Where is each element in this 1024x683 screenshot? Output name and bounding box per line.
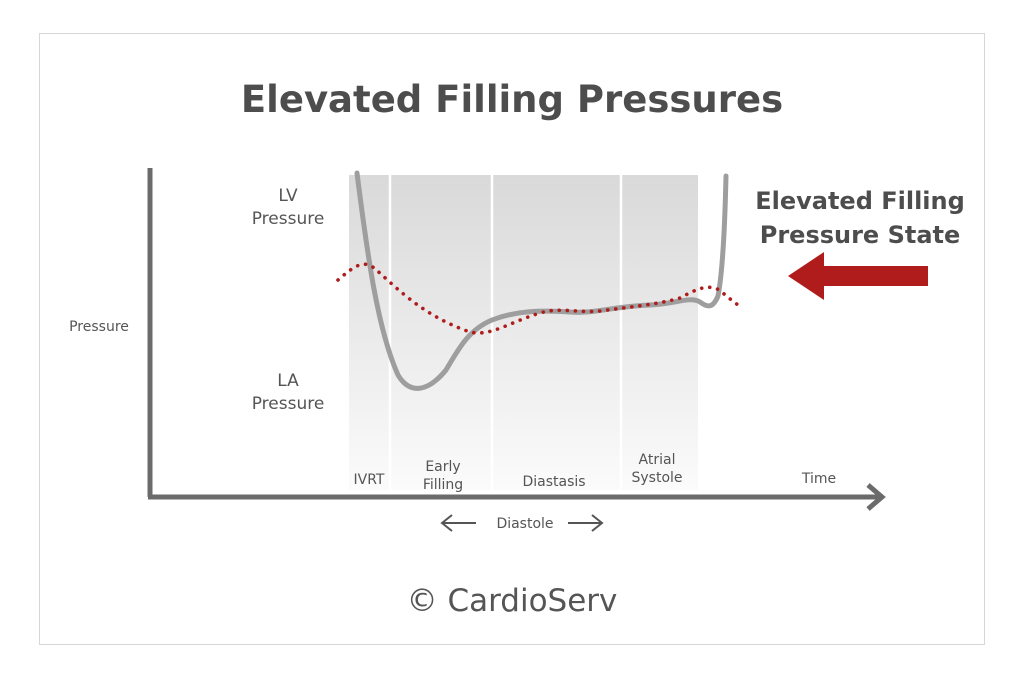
la-label-line: LA bbox=[277, 371, 299, 391]
phase-label-atrial-systole: Systole bbox=[631, 470, 682, 486]
la-label-line: Pressure bbox=[252, 394, 325, 414]
phase-label-early-filling: Early bbox=[425, 459, 460, 475]
axes bbox=[147, 168, 886, 511]
x-axis-label: Time bbox=[801, 471, 836, 487]
lv-label-line: LV bbox=[278, 186, 298, 206]
phase-label-atrial-systole: Atrial bbox=[639, 452, 676, 468]
callout-line: Elevated Filling bbox=[755, 187, 965, 215]
copyright-notice: © CardioServ bbox=[406, 583, 618, 619]
page-title: Elevated Filling Pressures bbox=[240, 78, 784, 121]
phase-label-ivrt: IVRT bbox=[354, 472, 385, 488]
la-pressure-curve bbox=[336, 262, 740, 335]
left-arrow-icon bbox=[788, 252, 928, 300]
diastole-label: Diastole bbox=[496, 516, 553, 532]
phase-label-diastasis: Diastasis bbox=[522, 474, 585, 490]
diastole-shaded-band bbox=[349, 175, 698, 490]
callout-line: Pressure State bbox=[759, 221, 961, 249]
callout-text: Elevated Filling Pressure State bbox=[735, 184, 985, 252]
diastole-arrow-icon bbox=[440, 514, 604, 532]
phase-dividers bbox=[388, 175, 623, 490]
y-axis-label: Pressure bbox=[69, 319, 129, 335]
lv-pressure-curve bbox=[354, 170, 729, 391]
lv-label-line: Pressure bbox=[252, 209, 325, 229]
figure-frame bbox=[39, 33, 985, 645]
x-axis-arrowhead-icon bbox=[866, 483, 886, 511]
phase-label-early-filling: Filling bbox=[423, 477, 463, 493]
